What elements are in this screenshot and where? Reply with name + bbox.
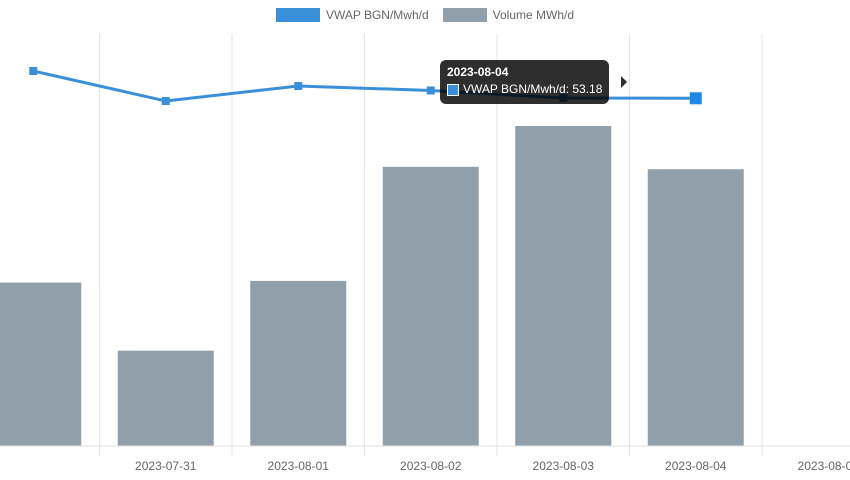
tooltip: 2023-08-04 VWAP BGN/Mwh/d: 53.18 bbox=[440, 60, 610, 104]
legend-item-volume[interactable]: Volume MWh/d bbox=[442, 8, 575, 22]
x-tick-label: 2023-08-05 bbox=[798, 459, 850, 473]
tooltip-color-box bbox=[447, 83, 459, 96]
vwap-point-2023-08-01[interactable] bbox=[294, 82, 303, 90]
x-tick-label: 2023-08-03 bbox=[533, 459, 595, 473]
tooltip-row: VWAP BGN/Mwh/d: 53.18 bbox=[447, 81, 602, 98]
volume-bar-2023-08-02[interactable] bbox=[382, 166, 479, 446]
volume-bar-2023-07-31[interactable] bbox=[117, 350, 214, 446]
legend-label-volume: Volume MWh/d bbox=[492, 8, 575, 22]
vwap-point-2023-07-30[interactable] bbox=[29, 67, 38, 75]
tooltip-title: 2023-08-04 bbox=[447, 65, 509, 79]
x-tick-label: 2023-08-01 bbox=[268, 459, 330, 473]
x-tick-label: 2023-08-04 bbox=[665, 459, 727, 473]
vwap-point-2023-07-31[interactable] bbox=[161, 97, 170, 105]
volume-bar-2023-07-30[interactable] bbox=[0, 282, 82, 446]
volume-bar-2023-08-04[interactable] bbox=[647, 169, 744, 446]
x-axis-tick-labels: 2023-07-31 2023-08-01 2023-08-02 2023-08-03… bbox=[135, 459, 850, 473]
tooltip-caret bbox=[621, 76, 627, 88]
x-tick-label: 2023-08-02 bbox=[400, 459, 462, 473]
volume-bar-2023-08-03[interactable] bbox=[515, 126, 612, 446]
vwap-point-2023-08-02[interactable] bbox=[426, 86, 435, 95]
vwap-point-2023-08-04[interactable] bbox=[689, 92, 702, 105]
legend-item-vwap[interactable]: VWAP BGN/Mwh/d bbox=[275, 8, 429, 22]
vertical-gridlines bbox=[99, 34, 763, 456]
x-tick-label: 2023-07-31 bbox=[135, 459, 197, 473]
legend: VWAP BGN/Mwh/d Volume MWh/d bbox=[0, 8, 850, 22]
volume-bars bbox=[0, 126, 744, 446]
tooltip-label: VWAP BGN/Mwh/d: 53.18 bbox=[463, 82, 603, 96]
legend-swatch-vwap bbox=[275, 8, 320, 22]
legend-swatch-volume bbox=[442, 8, 487, 22]
legend-label-vwap: VWAP BGN/Mwh/d bbox=[325, 8, 429, 22]
volume-bar-2023-08-01[interactable] bbox=[250, 280, 347, 446]
